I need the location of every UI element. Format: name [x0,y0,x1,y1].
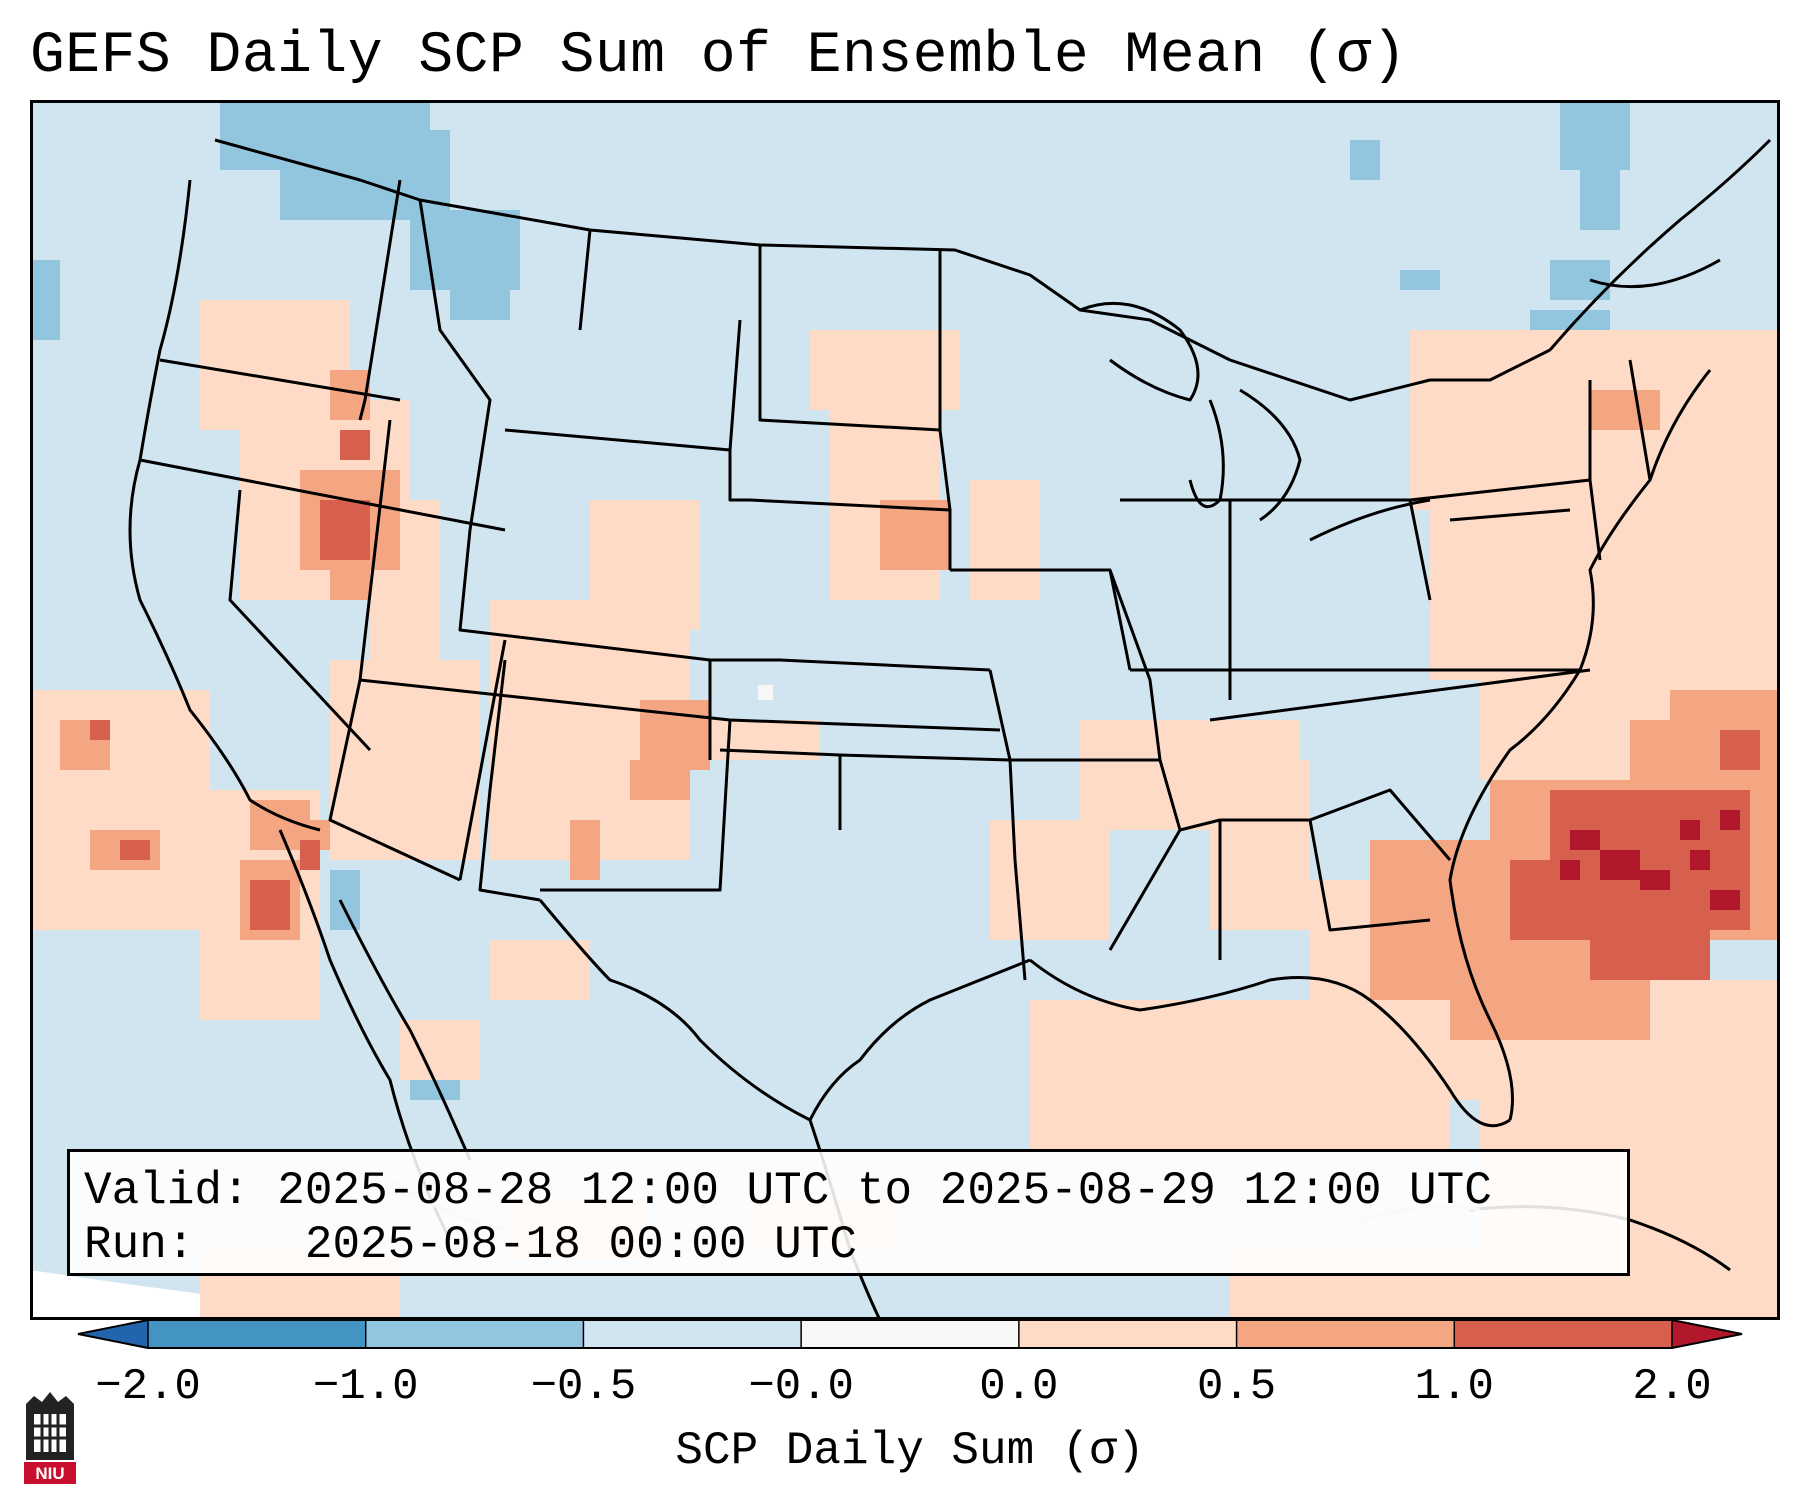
neutral-cell [758,685,773,700]
valid-label: Valid: [84,1165,250,1217]
colorbar-label: SCP Daily Sum (σ) [675,1425,1145,1477]
colorbar-tick-label: −0.5 [530,1362,637,1412]
colorbar-tick-label: −2.0 [95,1362,201,1412]
colorbar-bin [1018,1320,1238,1348]
colorbar-tick-label: −1.0 [312,1362,419,1412]
colorbar-tick-label: 1.0 [1414,1362,1494,1412]
colorbar-extend-high [1672,1320,1742,1348]
positive-anomaly-patches-extreme [1560,810,1740,910]
out-of-domain-region [30,1270,430,1320]
colorbar-tick-label: 0.0 [979,1362,1059,1412]
chart-title: GEFS Daily SCP Sum of Ensemble Mean (σ) [30,24,1407,89]
map-panel [30,100,1780,1320]
colorbar-bin [148,1320,367,1348]
colorbar-bin [801,1320,1020,1348]
colorbar-bin [1236,1320,1455,1348]
run-label: Run: [84,1219,195,1271]
valid-value: 2025-08-28 12:00 UTC to 2025-08-29 12:00… [277,1165,1492,1217]
colorbar-tick-label: −0.0 [748,1362,854,1412]
colorbar [77,1319,1743,1349]
colorbar-tick-label: 2.0 [1632,1362,1712,1412]
colorbar-bin [583,1320,802,1348]
positive-anomaly-patches-strong [90,430,1760,980]
valid-time-box: Valid: 2025-08-28 12:00 UTC to 2025-08-2… [67,1149,1630,1276]
colorbar-bin [365,1320,584,1348]
logo-text: NIU [35,1464,64,1483]
colorbar-tick-label: 0.5 [1196,1362,1277,1412]
run-value: 2025-08-18 00:00 UTC [304,1219,857,1271]
colorbar-bin [1454,1320,1673,1348]
niu-logo: NIU [24,1392,76,1484]
colorbar-extend-low [78,1320,148,1348]
map-frame [30,100,1780,1320]
